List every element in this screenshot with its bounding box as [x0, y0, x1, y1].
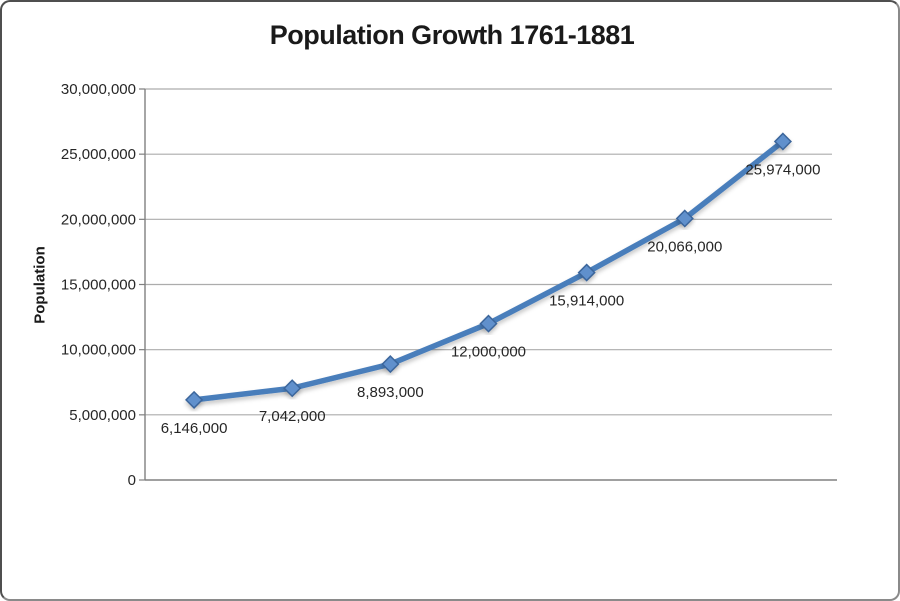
data-point-label: 20,066,000 [647, 238, 722, 255]
data-point-label: 7,042,000 [259, 408, 326, 425]
data-point-label: 6,146,000 [161, 420, 228, 437]
y-tick-label: 20,000,000 [61, 211, 136, 228]
y-tick-label: 15,000,000 [61, 277, 136, 294]
data-point-marker [381, 355, 400, 374]
data-point-label: 8,893,000 [357, 384, 424, 401]
chart-title: Population Growth 1761-1881 [269, 20, 635, 50]
y-tick-label: 25,000,000 [61, 146, 136, 163]
data-point-marker [675, 209, 694, 228]
data-point-label: 25,974,000 [745, 161, 820, 178]
y-tick-label: 10,000,000 [61, 342, 136, 359]
data-point-marker [185, 390, 204, 409]
series-line [191, 138, 786, 403]
data-point-label: 15,914,000 [549, 293, 624, 310]
data-point-label: 12,000,000 [451, 344, 526, 361]
data-point-marker [577, 263, 596, 282]
data-point-marker [773, 132, 792, 151]
y-tick-label: 30,000,000 [61, 81, 136, 98]
y-tick-label: 0 [128, 472, 136, 489]
data-point-marker [479, 314, 498, 333]
data-point-marker [283, 379, 302, 398]
y-tick-label: 5,000,000 [69, 407, 136, 424]
